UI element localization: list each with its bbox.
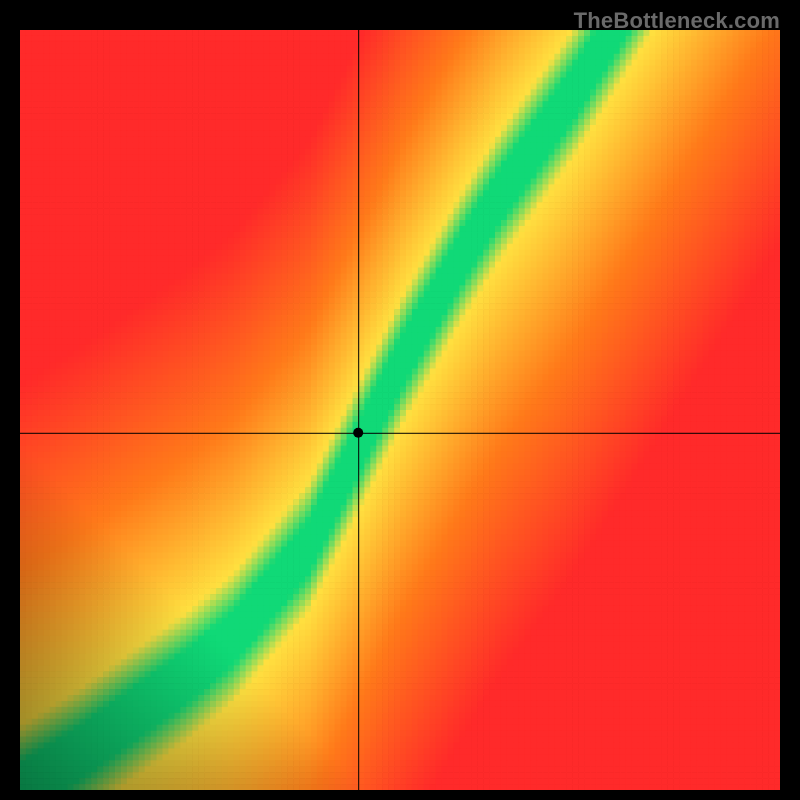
chart-container: TheBottleneck.com [0, 0, 800, 800]
heatmap-canvas [20, 30, 780, 790]
heatmap-plot [20, 30, 780, 790]
watermark-text: TheBottleneck.com [574, 8, 780, 34]
